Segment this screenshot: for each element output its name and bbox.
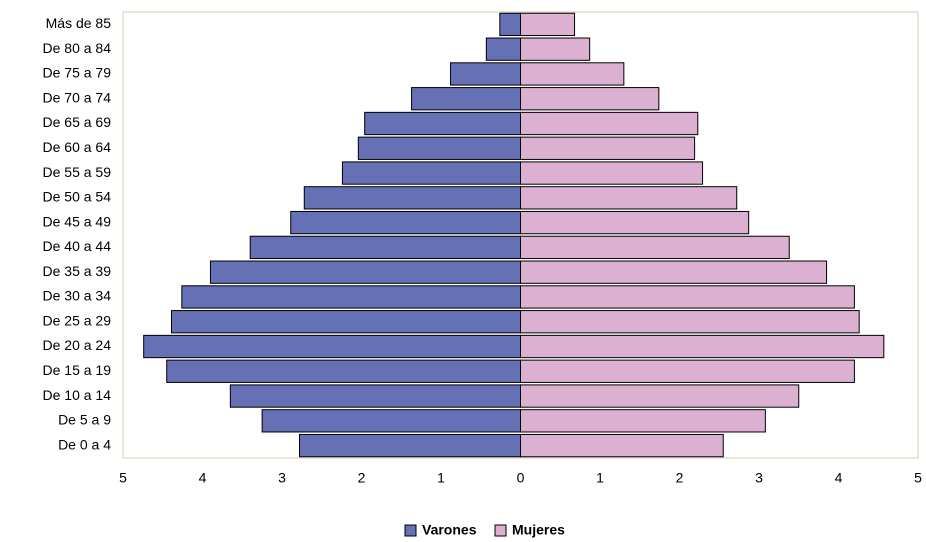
bar <box>520 409 766 433</box>
y-tick-label: De 0 a 4 <box>58 436 111 452</box>
y-tick-label: De 40 a 44 <box>43 238 112 254</box>
y-tick-label: De 35 a 39 <box>43 263 112 279</box>
bar <box>364 111 521 136</box>
legend-swatch <box>494 524 507 537</box>
bar <box>520 12 576 37</box>
y-tick-label: De 60 a 64 <box>43 139 112 155</box>
bar <box>499 12 521 37</box>
y-tick-label: De 75 a 79 <box>43 65 112 81</box>
x-tick-label: 0 <box>517 470 525 486</box>
bar <box>341 161 522 185</box>
y-tick-label: De 10 a 14 <box>43 387 112 403</box>
y-tick-label: De 20 a 24 <box>43 337 112 353</box>
x-tick-label: 5 <box>119 470 127 486</box>
bar <box>520 186 738 210</box>
bar <box>170 310 521 334</box>
bar <box>166 359 521 383</box>
bar <box>520 62 625 86</box>
bar <box>411 87 521 111</box>
legend-label: Varones <box>422 522 477 538</box>
bar <box>520 433 724 458</box>
y-tick-label: De 30 a 34 <box>43 288 112 304</box>
bar <box>290 210 521 235</box>
bar <box>520 235 790 260</box>
x-tick-label: 2 <box>358 470 366 486</box>
x-tick-label: 3 <box>755 470 763 486</box>
bar <box>520 210 750 235</box>
y-tick-label: De 15 a 19 <box>43 362 112 378</box>
x-tick-label: 3 <box>278 470 286 486</box>
bar <box>520 285 855 309</box>
y-tick-label: De 55 a 59 <box>43 164 112 180</box>
bar <box>520 260 828 284</box>
bar <box>209 260 521 284</box>
x-tick-label: 4 <box>199 470 207 486</box>
bar <box>520 334 885 359</box>
bar <box>298 433 521 458</box>
bar <box>181 285 522 309</box>
x-tick-label: 1 <box>437 470 445 486</box>
x-tick-label: 5 <box>914 470 922 486</box>
bar <box>520 87 660 111</box>
y-tick-label: De 80 a 84 <box>43 40 112 56</box>
x-tick-label: 2 <box>676 470 684 486</box>
bar <box>249 235 521 260</box>
bar <box>520 310 860 334</box>
bar <box>485 37 522 61</box>
bar <box>261 409 521 433</box>
plot-area <box>122 11 919 459</box>
y-tick-label: De 5 a 9 <box>58 412 111 428</box>
y-tick-label: Más de 85 <box>46 15 112 31</box>
y-tick-label: De 50 a 54 <box>43 189 112 205</box>
x-tick-label: 4 <box>835 470 843 486</box>
y-tick-label: De 70 a 74 <box>43 89 112 105</box>
bar <box>229 384 521 408</box>
bar <box>520 111 699 136</box>
legend-swatch <box>404 524 417 537</box>
bar <box>520 136 696 160</box>
y-tick-label: De 65 a 69 <box>43 114 112 130</box>
bar <box>520 161 704 185</box>
bar <box>520 359 855 383</box>
y-tick-label: De 25 a 29 <box>43 312 112 328</box>
bar <box>520 384 800 408</box>
bar <box>143 334 521 359</box>
bar <box>357 136 521 160</box>
bar <box>303 186 522 210</box>
y-tick-label: De 45 a 49 <box>43 213 112 229</box>
bar <box>520 37 591 61</box>
legend-label: Mujeres <box>512 522 565 538</box>
x-tick-label: 1 <box>596 470 604 486</box>
bar <box>450 62 522 86</box>
